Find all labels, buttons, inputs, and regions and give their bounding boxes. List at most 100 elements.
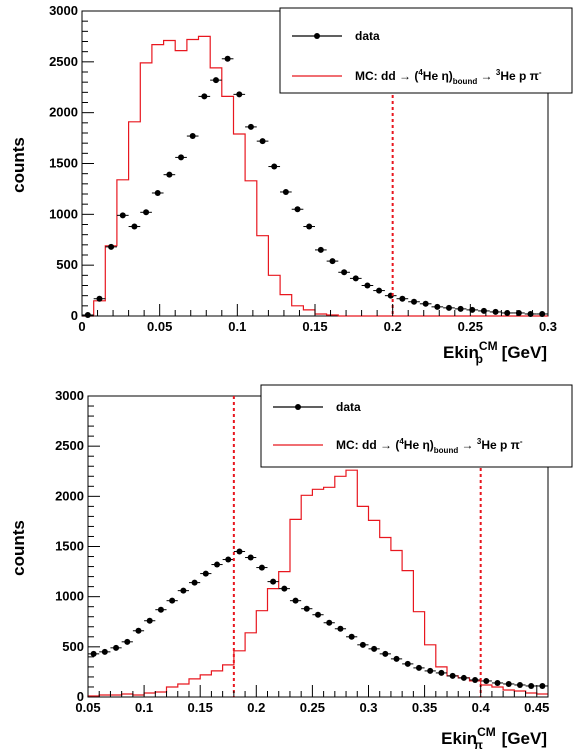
legend-mc-part: MC: dd <box>355 69 396 83</box>
data-point <box>460 674 467 681</box>
data-point <box>247 123 254 130</box>
data-point <box>294 206 301 213</box>
data-point <box>352 275 359 282</box>
data-point <box>124 638 131 645</box>
legend-mc-label: MC: dd → (4He η)bound → 3He p π- <box>336 437 523 455</box>
data-point <box>472 676 479 683</box>
data-point <box>225 556 232 563</box>
data-point <box>236 548 243 555</box>
data-point <box>96 295 103 302</box>
data-point <box>483 677 490 684</box>
data-point <box>201 93 208 100</box>
data-point <box>434 303 441 310</box>
x-tick-label: 0.2 <box>247 700 265 715</box>
x-tick-label: 0.25 <box>458 319 483 334</box>
legend-box <box>279 7 573 94</box>
legend-mc-part: 4 <box>418 68 423 77</box>
legend-mc-part: → <box>396 69 415 83</box>
x-tick-label: 0.05 <box>147 319 172 334</box>
data-point <box>539 310 546 317</box>
legend-mc-part: 3 <box>477 437 482 446</box>
data-point <box>143 209 150 216</box>
y-axis-title: counts <box>9 520 28 576</box>
data-point <box>329 258 336 265</box>
data-point <box>422 300 429 307</box>
data-point <box>146 617 153 624</box>
legend-data-label: data <box>355 29 380 43</box>
legend-mc-part: ( <box>395 438 399 452</box>
data-point <box>247 554 254 561</box>
data-point <box>528 682 535 689</box>
data-point <box>101 648 108 655</box>
x-axis-title-sup: CM <box>479 339 498 353</box>
data-point <box>84 311 91 318</box>
data-point <box>270 578 277 585</box>
data-point <box>108 243 115 250</box>
legend-mc-part: - <box>520 437 523 446</box>
data-point <box>131 223 138 230</box>
y-tick-label: 0 <box>71 308 78 323</box>
legend-mc-part: ( <box>414 69 418 83</box>
legend-data-marker <box>295 404 301 410</box>
data-point <box>90 650 97 657</box>
legend-mc-part: 4 <box>399 437 404 446</box>
legend-mc-part: MC: dd <box>336 438 377 452</box>
y-tick-label: 2000 <box>49 105 78 120</box>
legend-mc-part: → <box>458 438 477 452</box>
y-tick-label: 0 <box>77 689 84 704</box>
data-point <box>303 605 310 612</box>
data-point <box>282 188 289 195</box>
data-point <box>359 641 366 648</box>
legend-mc-part: He p π <box>481 438 520 452</box>
legend-mc-label: MC: dd → (4He η)bound → 3He p π- <box>355 68 542 86</box>
y-axis-title: counts <box>9 137 28 193</box>
data-point <box>326 619 333 626</box>
data-point <box>259 138 266 145</box>
data-point <box>445 304 452 311</box>
x-axis-title-main: Ekin <box>441 729 477 748</box>
data-point <box>258 564 265 571</box>
data-point <box>166 171 173 178</box>
legend-mc-part: - <box>539 68 542 77</box>
x-tick-label: 0.35 <box>412 700 437 715</box>
x-tick-label: 0.1 <box>135 700 153 715</box>
x-tick-label: 0.3 <box>539 319 557 334</box>
legend-mc-part: bound <box>434 446 459 455</box>
data-point <box>404 660 411 667</box>
data-point <box>224 55 231 62</box>
mc-histogram-line <box>82 35 548 317</box>
y-tick-label: 3000 <box>49 3 78 18</box>
data-point <box>341 269 348 276</box>
y-tick-label: 1000 <box>55 589 84 604</box>
y-tick-label: 2500 <box>49 54 78 69</box>
data-point <box>178 154 185 161</box>
x-axis-title-unit: [GeV] <box>497 729 547 748</box>
data-point <box>202 570 209 577</box>
x-axis-title-sup: CM <box>477 725 496 739</box>
legend-mc-part: bound <box>453 77 478 86</box>
data-point <box>457 305 464 312</box>
legend-mc-part: → <box>477 69 496 83</box>
pion-energy-panel: 0 500 1000 1500 2000 2500 3000 0.05 0.1 0.15 0.2 0.… <box>9 384 573 751</box>
x-tick-label: 0 <box>78 319 85 334</box>
data-point <box>427 667 434 674</box>
data-point <box>399 295 406 302</box>
data-point <box>292 597 299 604</box>
x-tick-label: 0.4 <box>472 700 491 715</box>
data-point <box>281 585 288 592</box>
legend-data-label: data <box>336 400 361 414</box>
data-point <box>236 91 243 98</box>
x-axis-title: EkinCM p [GeV] <box>443 339 547 366</box>
data-point <box>191 579 198 586</box>
y-tick-label: 2000 <box>55 488 84 503</box>
data-point <box>415 664 422 671</box>
data-point <box>492 308 499 315</box>
x-tick-label: 0.2 <box>384 319 402 334</box>
mc-histogram-line <box>87 469 548 697</box>
x-tick-label: 0.45 <box>524 700 549 715</box>
x-tick-label: 0.3 <box>359 700 377 715</box>
x-tick-label: 0.15 <box>188 700 213 715</box>
data-point <box>348 633 355 640</box>
x-axis-title-main: Ekin <box>443 343 479 362</box>
